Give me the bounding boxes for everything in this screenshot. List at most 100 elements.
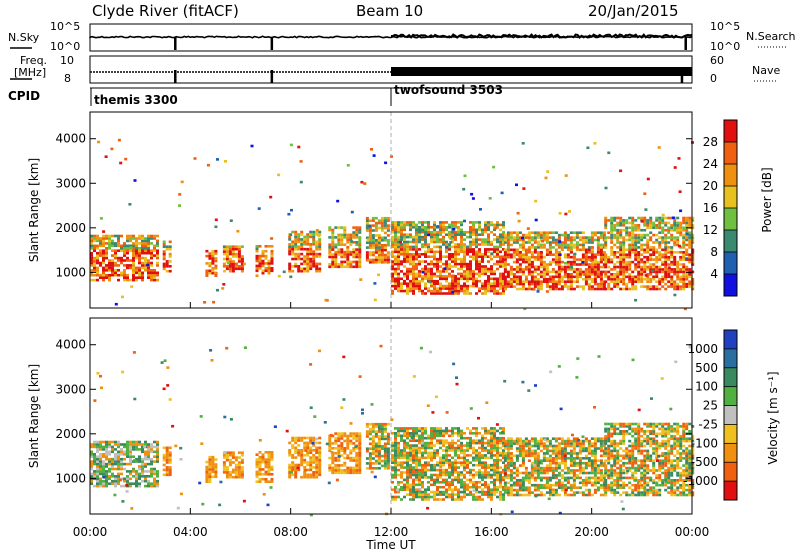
heatmap-cell-1676 (502, 277, 505, 281)
heatmap-cell-984 (406, 468, 409, 472)
heatmap-cell-1803 (521, 459, 525, 462)
heatmap-cell-1537 (484, 481, 487, 484)
heatmap-cell-1521 (478, 250, 481, 254)
heatmap-cell-552 (306, 252, 310, 256)
heatmap-cell-2722 (664, 238, 668, 242)
heatmap-cell-1421 (463, 243, 466, 246)
heatmap-cell-747 (358, 461, 362, 465)
heatmap-cell-2892 (688, 238, 692, 242)
heatmap-cell-162 (123, 484, 126, 488)
heatmap-cell-171 (123, 443, 126, 446)
heatmap-cell-1244 (439, 233, 442, 236)
heatmap-cell-1180 (430, 226, 433, 229)
heatmap-cell-1237 (439, 463, 442, 467)
heatmap-cell-272 (147, 453, 150, 456)
heatmap-cell-182 (126, 448, 129, 451)
heatmap-cell-313 (162, 267, 166, 271)
heatmap-cell-139 (120, 261, 123, 265)
heatmap-cell-2718 (664, 248, 668, 252)
heatmap-cell-856 (386, 239, 390, 242)
heatmap-cell-218 (138, 269, 141, 272)
heatmap-cell-1388 (460, 262, 463, 266)
heatmap-cell-458 (261, 473, 265, 476)
heatmap-cell-1225 (436, 432, 439, 435)
heatmap-cell-348 (205, 473, 209, 476)
heatmap-cell-464 (267, 259, 271, 263)
heatmap-cell-288 (150, 234, 153, 238)
colorbar-swatch-6 (724, 142, 737, 164)
heatmap-cell-2423 (622, 253, 626, 256)
heatmap-cell-481 (267, 455, 271, 459)
heatmap-cell-952 (400, 434, 403, 438)
heatmap-cell-1548 (484, 292, 487, 295)
heatmap-cell-2783 (673, 236, 677, 239)
heatmap-cell-24 (93, 445, 96, 449)
heatmap-cell-18 (93, 470, 96, 473)
heatmap-cell-895 (394, 485, 397, 489)
heatmap-cell-502 (288, 441, 292, 445)
heatmap-cell-981 (406, 476, 409, 479)
heatmap-cell-2202 (590, 260, 594, 264)
heatmap-cell-1154 (427, 463, 430, 467)
heatmap-cell-2230 (593, 231, 597, 234)
heatmap-cell-1437 (469, 485, 472, 489)
heatmap-cell-1601 (490, 257, 493, 261)
heatmap-cell-1720 (506, 449, 510, 453)
heatmap-cell-2898 (688, 221, 692, 225)
heatmap-cell-787 (371, 452, 375, 455)
heatmap-cell-1564 (487, 463, 490, 467)
heatmap-cell-1109 (421, 468, 424, 472)
heatmap-cell-1713 (503, 233, 507, 237)
heatmap-cell-2396 (619, 253, 623, 256)
heatmap-cell-1802 (521, 280, 525, 283)
heatmap-cell-455 (264, 257, 268, 260)
heatmap-cell-2498 (631, 216, 635, 220)
heatmap-cell-412 (234, 473, 238, 477)
heatmap-cell-2348 (613, 275, 617, 279)
heatmap-cell-982 (406, 292, 409, 295)
heatmap-cell-2632 (652, 263, 656, 266)
heatmap-cell-1173 (430, 459, 433, 462)
heatmap-cell-578 (309, 456, 313, 459)
heatmap-cell-1447 (469, 441, 472, 445)
heatmap-cell-196 (129, 450, 132, 454)
heatmap-cell-1235 (439, 260, 442, 263)
heatmap-cell-341 (205, 254, 209, 258)
heatmap-cell-1490 (475, 429, 478, 433)
heatmap-cell-1679 (502, 444, 505, 447)
heatmap-cell-2678 (658, 231, 662, 234)
heatmap-cell-582 (309, 441, 313, 445)
heatmap-cell-269 (147, 247, 150, 250)
heatmap-cell-770 (368, 229, 372, 232)
heatmap-cell-1049 (412, 226, 415, 229)
heatmap-cell-1607 (490, 223, 493, 227)
heatmap-cell-2687 (661, 275, 665, 279)
heatmap-cell-1157 (427, 226, 430, 229)
heatmap-cell-1752 (512, 273, 516, 276)
heatmap-cell-666 (340, 241, 344, 244)
heatmap-cell-1664 (499, 427, 502, 430)
heatmap-cell-2531 (637, 255, 641, 259)
heatmap-cell-1393 (460, 245, 463, 249)
heatmap-cell-225 (138, 249, 141, 252)
heatmap-cell-182 (129, 234, 132, 238)
heatmap-cell-504 (291, 468, 295, 472)
heatmap-cell-1015 (409, 451, 412, 455)
heatmap-cell-520 (297, 235, 301, 239)
heatmap-cell-1568 (484, 223, 487, 227)
heatmap-cell-1027 (412, 292, 415, 295)
heatmap-cell-926 (397, 454, 400, 457)
heatmap-cell-2977 (667, 266, 671, 269)
heatmap-cell-440 (255, 470, 259, 474)
heatmap-cell-1808 (521, 255, 525, 259)
heatmap-cell-2340 (610, 224, 614, 227)
heatmap-cell-415 (234, 466, 238, 469)
heatmap-cell-512 (291, 439, 295, 442)
heatmap-cell-2387 (619, 277, 623, 281)
heatmap-cell-86 (108, 278, 111, 282)
heatmap-cell-3073 (673, 293, 677, 297)
heatmap-cell-330 (165, 456, 169, 459)
heatmap-cell-353 (208, 480, 212, 483)
heatmap-cell-1319 (451, 265, 454, 268)
heatmap-cell-764 (365, 447, 369, 450)
